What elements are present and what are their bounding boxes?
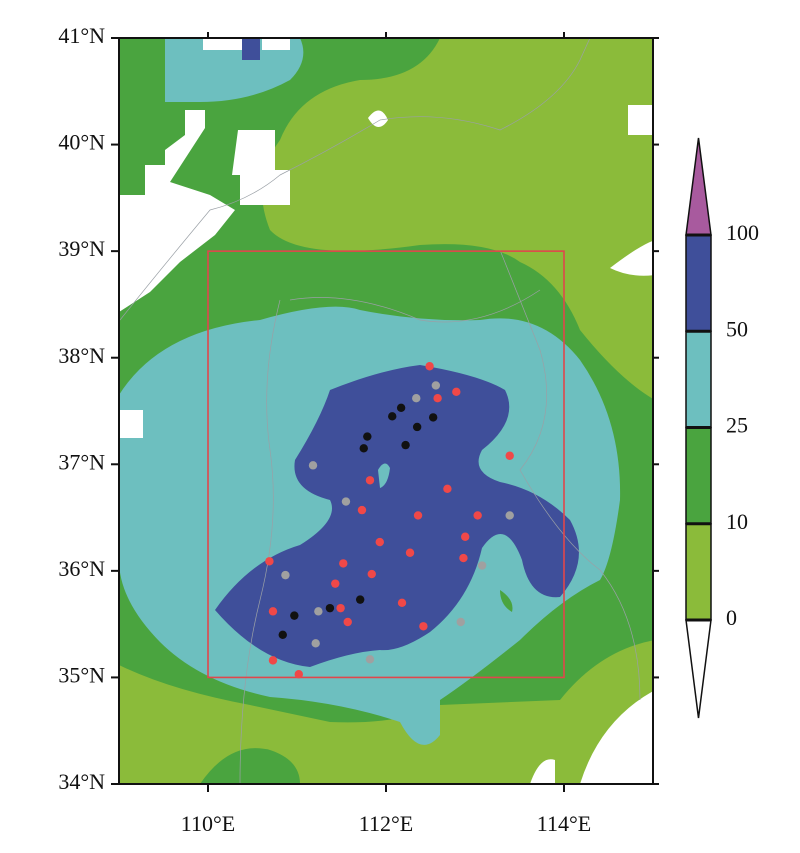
station (341, 497, 351, 506)
boundary-line (119, 38, 591, 321)
missing-data (119, 410, 143, 438)
station (294, 670, 303, 679)
station (505, 511, 514, 520)
station (405, 548, 415, 557)
study-box (207, 250, 565, 679)
station (452, 387, 461, 397)
station (396, 403, 406, 413)
station (433, 394, 442, 403)
station (365, 655, 375, 664)
station (413, 511, 423, 520)
station (357, 505, 367, 515)
colorbar-label: 100 (726, 220, 759, 245)
station (343, 617, 352, 627)
contour-green (200, 748, 300, 784)
x-tick-label: 110°E (181, 811, 235, 836)
station (367, 569, 376, 579)
station (388, 412, 397, 421)
missing-data (628, 105, 653, 135)
colorbar-label: 0 (726, 605, 737, 630)
station (401, 440, 410, 450)
boundaries (119, 38, 641, 784)
contour-teal (378, 463, 390, 488)
station (456, 617, 465, 627)
station (311, 639, 320, 648)
boundary-line (499, 249, 641, 701)
missing-data (368, 110, 388, 128)
station (268, 656, 278, 665)
x-tick-label: 112°E (359, 811, 413, 836)
x-tick-label: 114°E (537, 811, 591, 836)
missing-data (232, 130, 290, 205)
station (461, 532, 470, 541)
missing-data (119, 110, 235, 312)
station (265, 557, 274, 566)
station (443, 484, 452, 493)
y-tick-label: 41°N (58, 23, 105, 48)
station (268, 607, 278, 616)
colorbar-segment (685, 330, 712, 429)
boundary-line (289, 289, 541, 323)
station (505, 451, 514, 460)
station (419, 622, 428, 631)
contour-teal (165, 38, 304, 102)
station (278, 630, 287, 639)
y-tick-label: 37°N (58, 449, 105, 474)
contour-green (500, 590, 513, 612)
contour-fill (119, 38, 653, 784)
colorbar-label: 50 (726, 316, 748, 341)
station (365, 476, 375, 485)
contour-navy (215, 365, 579, 667)
station (308, 461, 318, 470)
colorbar-segment (685, 523, 712, 621)
y-tick-label: 38°N (58, 343, 105, 368)
station (339, 559, 348, 568)
colorbar-over (685, 137, 712, 236)
overlay (207, 250, 565, 679)
station (425, 362, 434, 371)
colorbar-segment (685, 234, 712, 332)
missing-data (610, 240, 653, 276)
station (359, 444, 368, 453)
colorbar-segment (685, 426, 712, 525)
station (477, 561, 487, 570)
y-tick-label: 35°N (58, 662, 105, 687)
station (473, 511, 482, 520)
station (325, 603, 335, 613)
missing-data (203, 38, 290, 50)
missing-data (530, 759, 555, 784)
y-tick-label: 40°N (58, 130, 105, 155)
station (290, 611, 299, 620)
colorbar-label: 10 (726, 509, 748, 534)
station (281, 570, 290, 580)
y-tick-label: 39°N (58, 236, 105, 261)
station (331, 579, 340, 588)
station (375, 537, 384, 547)
station (431, 381, 441, 390)
missing-data (580, 691, 653, 784)
station (412, 422, 422, 432)
station (355, 595, 365, 604)
station (412, 394, 421, 403)
station (397, 598, 407, 608)
y-tick-label: 36°N (58, 556, 105, 581)
colorbar-label: 25 (726, 413, 748, 438)
boundary-line (239, 299, 281, 784)
y-tick-label: 34°N (58, 769, 105, 794)
contour-navy (242, 38, 260, 60)
station (336, 603, 345, 613)
station (314, 607, 323, 616)
station (428, 413, 438, 422)
station (459, 553, 468, 563)
colorbar-under (685, 619, 712, 719)
station (363, 432, 372, 441)
